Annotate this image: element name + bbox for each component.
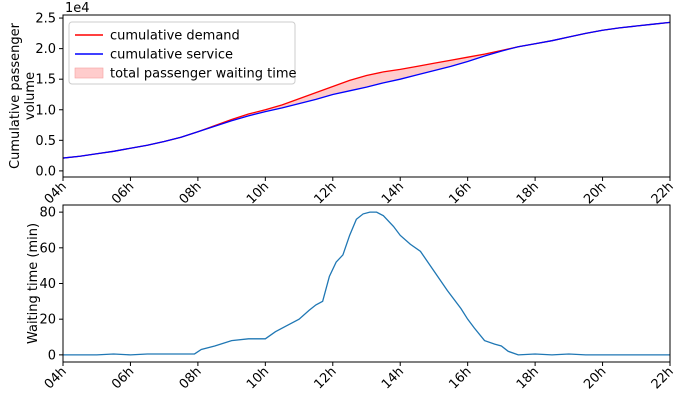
waiting-time-chart: 0 20 40 60 80 04h 06h 08h 10h 12h 14h 16h 18h 20h 22h W… (26, 204, 677, 392)
y-tick-label: 0.5 (35, 134, 56, 149)
x-tick-label: 08h (177, 364, 205, 392)
y-tick-label: 80 (39, 206, 56, 221)
x-tick-label: 18h (514, 364, 542, 392)
y-tick-label: 0.0 (35, 164, 56, 179)
legend: cumulative demand cumulative service total… (68, 21, 297, 85)
y-axis-label: Cumulative passenger (8, 22, 23, 169)
legend-demand-label: cumulative demand (110, 29, 240, 44)
x-tick-label: 20h (581, 364, 609, 392)
y-tick-label: 2.5 (35, 12, 56, 27)
x-tick-label: 22h (649, 179, 677, 207)
x-tick-label: 22h (649, 364, 677, 392)
x-tick-label: 06h (109, 179, 137, 207)
y-tick-label: 1.5 (35, 73, 56, 88)
legend-service-label: cumulative service (110, 48, 233, 63)
legend-box (68, 21, 296, 85)
x-tick-label: 10h (244, 364, 272, 392)
plot-frame (62, 204, 671, 363)
y-offset-label: 1e4 (65, 1, 90, 16)
x-tick-label: 16h (446, 364, 474, 392)
x-tick-label: 12h (311, 364, 339, 392)
y-tick-label: 2.0 (35, 42, 56, 57)
legend-waiting-time-label: total passenger waiting time (110, 67, 297, 82)
x-tick-label: 14h (379, 179, 407, 207)
x-tick-label: 10h (244, 179, 272, 207)
plot-frame (62, 14, 671, 178)
legend-waiting-time-swatch (74, 67, 104, 79)
x-tick-label: 12h (311, 179, 339, 207)
x-tick-label: 16h (446, 179, 474, 207)
y-tick-label: 60 (39, 241, 56, 256)
y-axis-label: Waiting time (min) (26, 223, 41, 344)
x-tick-label: 08h (177, 179, 205, 207)
cumulative-volume-chart: 0.0 0.5 1.0 1.5 2.0 2.5 04h 06h 08h 10h 12h 14h 16h 1… (8, 1, 677, 207)
x-tick-label: 06h (109, 364, 137, 392)
x-tick-label: 04h (42, 179, 70, 207)
y-tick-label: 20 (39, 313, 56, 328)
x-tick-label: 04h (42, 364, 70, 392)
y-tick-label: 0 (48, 348, 56, 363)
x-tick-label: 14h (379, 364, 407, 392)
y-tick-label: 1.0 (35, 103, 56, 118)
y-axis-label: volume (23, 72, 38, 120)
x-tick-label: 20h (581, 179, 609, 207)
cumulative-service-line (62, 21, 671, 159)
waiting-time-line (63, 211, 670, 356)
y-tick-label: 40 (39, 277, 56, 292)
x-tick-label: 18h (514, 179, 542, 207)
